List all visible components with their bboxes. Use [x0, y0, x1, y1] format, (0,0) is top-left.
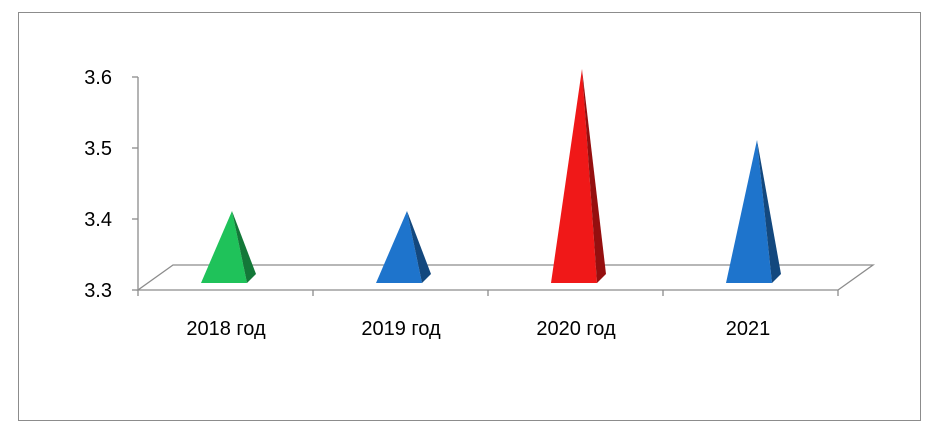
x-category-label: 2019 год — [361, 318, 441, 340]
pyramid-side-face — [232, 211, 256, 283]
pyramid-bar — [201, 211, 256, 283]
pyramid-front-face — [376, 211, 422, 283]
y-tick-label: 3.4 — [84, 209, 112, 231]
pyramid-bar — [376, 211, 431, 283]
pyramid-side-face — [582, 69, 606, 283]
pyramid-bar — [551, 69, 606, 283]
x-category-label: 2021 — [726, 318, 771, 340]
x-category-label: 2020 год — [536, 318, 616, 340]
pyramid-front-face — [551, 69, 597, 283]
floor-plane — [135, 264, 876, 291]
y-tick-label: 3.6 — [84, 67, 112, 89]
pyramid-bar — [726, 140, 781, 283]
chart-floor — [135, 264, 876, 291]
y-tick-label: 3.5 — [84, 138, 112, 160]
y-tick-label: 3.3 — [84, 280, 112, 302]
x-category-label: 2018 год — [186, 318, 266, 340]
pyramid-side-face — [407, 211, 431, 283]
pyramid-side-face — [757, 140, 781, 283]
y-axis — [132, 76, 839, 296]
pyramid-front-face — [201, 211, 247, 283]
x-tick-labels: 2018 год 2019 год 2020 год 2021 — [186, 318, 770, 340]
y-tick-labels: 3.3 3.4 3.5 3.6 — [84, 67, 112, 302]
pyramid-front-face — [726, 140, 772, 283]
bars — [201, 69, 781, 283]
